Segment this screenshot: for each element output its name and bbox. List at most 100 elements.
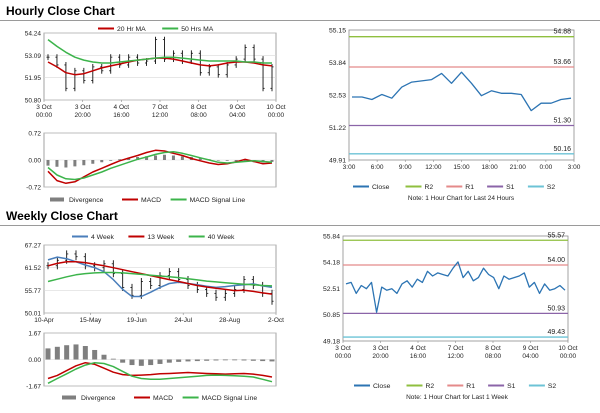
hourly-pivot-x-tick-label: 15:00: [453, 164, 470, 171]
weekly-price-x-tick-label: 24-Jul: [174, 317, 192, 324]
hourly-macd-legend-label: Divergence: [69, 197, 104, 204]
hourly-macd-divergence-bar: [55, 160, 59, 167]
weekly-price-y-tick-label: 50.01: [25, 311, 42, 318]
hourly-macd-divergence-bar: [234, 160, 238, 162]
hourly-price-y-tick-label: 50.80: [25, 98, 42, 105]
weekly-macd-divergence-bar: [92, 349, 98, 360]
weekly-pivot-y-tick-label: 54.18: [323, 260, 340, 267]
hourly-macd-divergence-bar: [171, 155, 175, 160]
weekly-macd-divergence-bar: [45, 348, 51, 360]
hourly-price-x-tick-label: 00:00: [36, 112, 53, 119]
hourly-macd-legend-label: MACD Signal Line: [190, 197, 246, 204]
hourly-macd-divergence-bar: [73, 160, 77, 167]
weekly-macd-macd-signal-line-line: [47, 361, 273, 384]
hourly-pivot-y-tick-label: 53.84: [329, 60, 346, 67]
hourly-macd-divergence-bar: [64, 160, 68, 168]
hourly-macd-divergence-bar: [109, 160, 113, 161]
weekly-macd-divergence-bar: [166, 359, 172, 363]
hourly-pivot-x-tick-label: 0:00: [540, 164, 553, 171]
weekly-macd-divergence-bar: [64, 345, 70, 360]
weekly-macd-divergence-bar: [120, 359, 126, 363]
weekly-pivot-x-tick-label: 12:00: [447, 353, 464, 360]
hourly-price-frame: [43, 32, 277, 101]
hourly-pivot-x-tick-label: 3:00: [343, 164, 356, 171]
weekly-macd-divergence-bar: [185, 359, 191, 362]
weekly-price-13-week-line: [47, 261, 273, 295]
hourly-pivot-x-tick-label: 6:00: [371, 164, 384, 171]
weekly-price-x-tick-label: 28-Aug: [219, 317, 240, 324]
weekly-macd-legend-label: MACD Signal Line: [202, 395, 258, 402]
weekly-pivot-frame: [342, 235, 569, 342]
weekly-macd-divergence-bar: [260, 359, 266, 362]
hourly-price-x-tick-label: 3 Oct: [75, 104, 91, 111]
weekly-macd-divergence-bar: [213, 359, 219, 361]
hourly-macd-divergence-bar: [180, 156, 184, 160]
weekly-pivot-y-tick-label: 49.18: [323, 339, 340, 346]
weekly-price-4-week-line: [47, 256, 273, 298]
hourly-pivot-x-tick-label: 12:00: [425, 164, 442, 171]
weekly-price-y-tick-label: 61.52: [25, 265, 42, 272]
weekly-pivot-x-tick-label: 10 Oct: [558, 345, 577, 352]
hourly-macd-divergence-bar: [198, 158, 202, 160]
hourly-price-x-tick-label: 04:00: [229, 112, 246, 119]
hourly-title-rule: [0, 20, 600, 21]
weekly-pivot-x-tick-label: 3 Oct: [373, 345, 389, 352]
hourly-price-legend-label: 50 Hrs MA: [181, 26, 214, 33]
hourly-macd-divergence-bar: [118, 159, 122, 160]
hourly-price-x-tick-label: 16:00: [113, 112, 130, 119]
hourly-pivot-level-r1-label: 53.66: [553, 59, 571, 66]
hourly-macd-y-tick-label: 0.00: [28, 158, 41, 165]
weekly-macd-divergence-bar: [148, 359, 154, 366]
hourly-price-x-tick-label: 9 Oct: [230, 104, 246, 111]
weekly-price-x-tick-label: 15-May: [80, 317, 102, 324]
weekly-macd-divergence-bar: [54, 346, 60, 360]
weekly-pivot-level-r2-label: 55.57: [547, 232, 565, 239]
weekly-price-y-tick-label: 55.77: [25, 288, 42, 295]
hourly-pivot-legend-label: Close: [372, 184, 390, 191]
weekly-close-chart-title: Weekly Close Chart: [6, 209, 118, 223]
hourly-price-x-tick-label: 10 Oct: [266, 104, 285, 111]
hourly-price-x-tick-label: 12:00: [152, 112, 169, 119]
weekly-pivot-level-r1-label: 54.00: [547, 257, 565, 264]
hourly-macd-y-tick-label: 0.72: [28, 131, 41, 138]
weekly-pivot-legend-label: S2: [548, 383, 557, 390]
weekly-macd-divergence-bar: [176, 359, 182, 362]
weekly-macd-y-tick-label: 1.67: [28, 331, 41, 338]
hourly-price-y-tick-label: 53.09: [25, 53, 42, 60]
hourly-price-x-tick-label: 3 Oct: [36, 104, 52, 111]
hourly-macd-divergence-bar: [100, 160, 104, 163]
hourly-pivot-legend-label: S2: [547, 184, 556, 191]
weekly-pivot-x-tick-label: 00:00: [560, 353, 577, 360]
hourly-price-x-tick-label: 00:00: [268, 112, 285, 119]
hourly-pivot-y-tick-label: 51.22: [329, 125, 346, 132]
hourly-macd-divergence-bar: [136, 157, 140, 160]
weekly-macd-divergence-bar: [241, 359, 247, 361]
weekly-macd-y-tick-label: -1.67: [26, 384, 41, 391]
hourly-price-legend-label: 20 Hr MA: [117, 26, 146, 33]
weekly-macd-divergence-bar: [204, 359, 210, 361]
weekly-pivot-legend-label: S1: [507, 383, 516, 390]
hourly-pivot-legend-label: R2: [425, 184, 434, 191]
weekly-pivot-x-tick-label: 08:00: [485, 353, 502, 360]
weekly-pivot-close-line: [345, 261, 566, 313]
hourly-price-x-tick-label: 08:00: [191, 112, 208, 119]
weekly-pivot-legend-label: R1: [466, 383, 475, 390]
weekly-pivot-note: Note: 1 Hour Chart for Last 1 Week: [406, 394, 509, 401]
hourly-macd-divergence-bar: [46, 160, 50, 166]
hourly-close-chart-title: Hourly Close Chart: [6, 4, 115, 18]
hourly-pivot-note: Note: 1 Hour Chart for Last 24 Hours: [408, 195, 515, 202]
hourly-price-x-tick-label: 4 Oct: [114, 104, 130, 111]
hourly-price-x-tick-label: 20:00: [75, 112, 92, 119]
hourly-macd-divergence-bar: [270, 160, 274, 162]
weekly-macd-divergence-bar: [250, 359, 256, 361]
weekly-price-x-tick-label: 19-Jun: [127, 317, 147, 324]
hourly-pivot-x-tick-label: 18:00: [481, 164, 498, 171]
weekly-macd-divergence-bar: [232, 359, 238, 361]
weekly-pivot-level-s1-label: 50.93: [547, 305, 565, 312]
hourly-pivot-y-tick-label: 49.91: [329, 158, 346, 165]
hourly-macd-macd-signal-line-line: [47, 151, 273, 181]
hourly-macd-legend-swatch: [50, 197, 64, 202]
weekly-macd-divergence-bar: [110, 358, 116, 360]
hourly-price-50-hrs-ma-line: [47, 39, 272, 64]
weekly-pivot-x-tick-label: 00:00: [335, 353, 352, 360]
